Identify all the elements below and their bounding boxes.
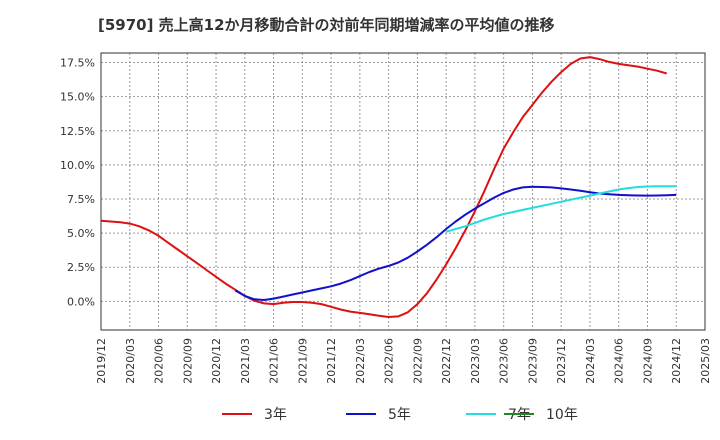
series-lines — [100, 56, 677, 318]
x-axis-ticks: 2019/12 2020/03 2020/06 2020/09 2020/12 2021/… — [95, 338, 712, 384]
x-tick-label: 2022/12 — [440, 338, 453, 384]
y-tick-label: 12.5% — [60, 125, 95, 138]
plot-frame — [100, 52, 706, 331]
x-tick-label: 2021/03 — [239, 338, 252, 384]
x-tick-label: 2023/06 — [498, 338, 511, 384]
x-tick-label: 2022/03 — [354, 338, 367, 384]
y-tick-label: 5.0% — [67, 227, 95, 240]
plot-background — [101, 53, 705, 330]
x-tick-label: 2022/09 — [411, 338, 424, 384]
x-tick-label: 2021/06 — [268, 338, 281, 384]
y-tick-label: 15.0% — [60, 91, 95, 104]
x-tick-label: 2023/09 — [526, 338, 539, 384]
x-tick-label: 2020/12 — [210, 338, 223, 384]
x-tick-label: 2020/09 — [181, 338, 194, 384]
y-axis-ticks: 0.0% 2.5% 5.0% 7.5% 10.0% 12.5% 15.0% 17.5% — [60, 57, 95, 309]
x-tick-label: 2020/06 — [153, 338, 166, 384]
x-tick-label: 2021/12 — [325, 338, 338, 384]
x-tick-label: 2024/12 — [670, 338, 683, 384]
legend-label-0: 3年 — [264, 407, 287, 423]
x-tick-label: 2019/12 — [95, 338, 108, 384]
x-tick-label: 2020/03 — [124, 338, 137, 384]
x-tick-label: 2024/03 — [584, 338, 597, 384]
x-tick-label: 2024/09 — [641, 338, 654, 384]
x-tick-label: 2025/03 — [699, 338, 712, 384]
y-tick-label: 7.5% — [67, 193, 95, 206]
y-tick-label: 2.5% — [67, 261, 95, 274]
series-line-0 — [100, 56, 667, 318]
legend: 3年5年7年10年 — [222, 407, 578, 423]
x-tick-label: 2024/06 — [613, 338, 626, 384]
y-tick-label: 10.0% — [60, 159, 95, 172]
series-line-2 — [445, 185, 677, 233]
x-tick-label: 2022/06 — [383, 338, 396, 384]
y-tick-label: 0.0% — [67, 295, 95, 308]
legend-label-1: 5年 — [388, 407, 411, 423]
y-tick-label: 17.5% — [60, 57, 95, 70]
legend-label-3: 10年 — [546, 407, 578, 423]
x-tick-label: 2023/03 — [469, 338, 482, 384]
x-tick-label: 2021/09 — [296, 338, 309, 384]
chart-title: [5970] 売上高12か月移動合計の対前年同期増減率の平均値の推移 — [98, 16, 555, 34]
x-tick-label: 2023/12 — [555, 338, 568, 384]
